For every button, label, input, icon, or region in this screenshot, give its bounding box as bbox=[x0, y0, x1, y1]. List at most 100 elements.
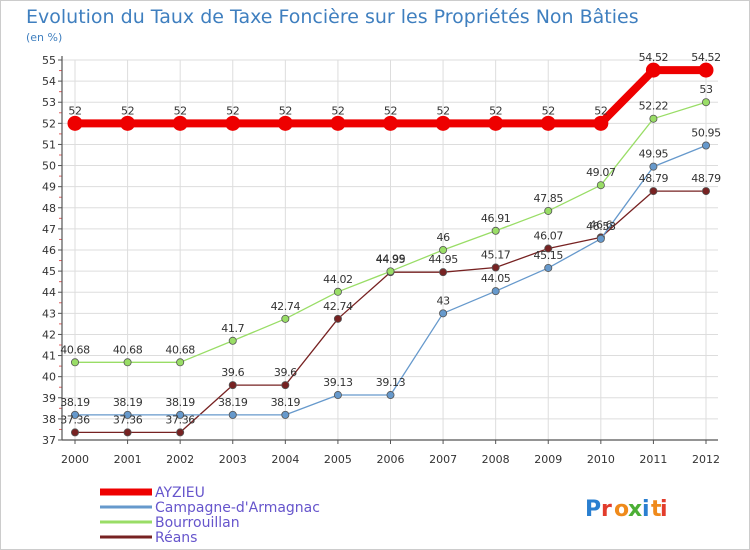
data-point bbox=[544, 206, 553, 215]
data-point bbox=[281, 381, 290, 390]
data-point bbox=[649, 162, 658, 171]
data-label: 42.74 bbox=[271, 300, 301, 313]
data-label: 52 bbox=[174, 104, 187, 117]
data-label: 54.52 bbox=[639, 51, 669, 64]
y-tick-label: 55 bbox=[42, 54, 56, 67]
data-label: 49.07 bbox=[586, 166, 616, 179]
data-label: 39.13 bbox=[323, 376, 353, 389]
y-tick-label: 53 bbox=[42, 96, 56, 109]
data-point bbox=[172, 115, 188, 131]
data-point bbox=[439, 309, 448, 318]
data-label: 52 bbox=[331, 104, 344, 117]
legend-label-2: Bourrouillan bbox=[155, 515, 240, 531]
data-point bbox=[330, 115, 346, 131]
data-label: 38.19 bbox=[113, 396, 143, 409]
x-tick-label: 2010 bbox=[587, 453, 615, 466]
data-point bbox=[228, 381, 237, 390]
data-label: 41.7 bbox=[221, 322, 244, 335]
y-tick-label: 52 bbox=[42, 117, 56, 130]
data-point bbox=[333, 391, 342, 400]
data-point bbox=[702, 98, 711, 107]
data-label: 52 bbox=[121, 104, 134, 117]
data-labels: 52 52 52 52 52 52 52 52 52 52 52 54.52 54.52 37.36 37.… bbox=[60, 51, 721, 426]
data-label: 46.91 bbox=[481, 212, 511, 225]
x-tick-label: 2009 bbox=[534, 453, 562, 466]
data-label: 45.15 bbox=[534, 249, 564, 262]
data-label: 49.95 bbox=[639, 148, 669, 161]
data-point bbox=[225, 115, 241, 131]
data-point bbox=[540, 115, 556, 131]
data-label: 37.36 bbox=[60, 413, 90, 426]
data-point bbox=[593, 115, 609, 131]
data-label: 52 bbox=[226, 104, 239, 117]
series bbox=[67, 62, 714, 437]
data-label: 44.95 bbox=[428, 253, 458, 266]
y-tick-label: 47 bbox=[42, 223, 56, 236]
data-label: 39.13 bbox=[376, 376, 406, 389]
data-point bbox=[491, 287, 500, 296]
data-point bbox=[71, 358, 80, 367]
data-point bbox=[176, 428, 185, 437]
data-label: 48.79 bbox=[639, 172, 669, 185]
x-tick-label: 2000 bbox=[61, 453, 89, 466]
data-label: 44.05 bbox=[481, 272, 511, 285]
data-label: 40.68 bbox=[165, 343, 195, 356]
data-point bbox=[491, 226, 500, 235]
x-tick-label: 2004 bbox=[271, 453, 299, 466]
data-label: 53 bbox=[699, 83, 713, 96]
data-label: 39.6 bbox=[221, 366, 244, 379]
data-point bbox=[67, 115, 83, 131]
data-label: 39.6 bbox=[274, 366, 297, 379]
data-label: 50.95 bbox=[691, 127, 721, 140]
data-label: 46.6 bbox=[589, 218, 612, 231]
data-point bbox=[333, 314, 342, 323]
data-label: 37.36 bbox=[113, 413, 143, 426]
legend-label-0: AYZIEU bbox=[155, 485, 205, 501]
data-label: 40.68 bbox=[60, 343, 90, 356]
logo-letter: r bbox=[601, 497, 612, 522]
data-point bbox=[698, 62, 714, 78]
data-point bbox=[596, 181, 605, 190]
data-label: 42.74 bbox=[323, 300, 353, 313]
data-point bbox=[71, 428, 80, 437]
data-point bbox=[596, 234, 605, 243]
legend: AYZIEUCampagne-d'ArmagnacBourrouillanRéa… bbox=[100, 485, 320, 546]
legend-label-3: Réans bbox=[155, 530, 197, 546]
chart-title: Evolution du Taux de Taxe Foncière sur l… bbox=[26, 6, 639, 28]
logo-letter: o bbox=[614, 497, 629, 522]
data-point bbox=[649, 187, 658, 196]
data-point bbox=[120, 115, 136, 131]
y-tick-label: 45 bbox=[42, 265, 56, 278]
data-label: 54.52 bbox=[691, 51, 721, 64]
data-point bbox=[176, 410, 185, 419]
data-point bbox=[333, 287, 342, 296]
data-label: 43 bbox=[436, 294, 450, 307]
y-tick-label: 44 bbox=[42, 286, 56, 299]
x-tick-label: 2005 bbox=[324, 453, 352, 466]
x-tick-label: 2002 bbox=[166, 453, 194, 466]
x-tick-label: 2011 bbox=[639, 453, 667, 466]
x-tick-label: 2001 bbox=[114, 453, 142, 466]
data-point bbox=[435, 115, 451, 131]
logo-letter: i bbox=[660, 497, 668, 522]
data-point bbox=[491, 263, 500, 272]
data-point bbox=[281, 314, 290, 323]
data-label: 38.19 bbox=[218, 396, 248, 409]
axes: 37 38 39 40 41 42 43 44 45 46 47 48 49 50 51 52 53 54 55 20… bbox=[42, 54, 720, 466]
data-label: 46 bbox=[436, 231, 450, 244]
data-point bbox=[386, 267, 395, 276]
y-tick-label: 41 bbox=[42, 350, 56, 363]
data-point bbox=[277, 115, 293, 131]
logo-letter: x bbox=[628, 497, 642, 522]
data-point bbox=[281, 410, 290, 419]
y-tick-label: 40 bbox=[42, 371, 56, 384]
data-label: 52 bbox=[384, 104, 397, 117]
data-point bbox=[71, 410, 80, 419]
data-point bbox=[439, 268, 448, 277]
y-tick-label: 49 bbox=[42, 181, 56, 194]
y-tick-label: 51 bbox=[42, 138, 56, 151]
data-point bbox=[488, 115, 504, 131]
y-tick-label: 38 bbox=[42, 413, 56, 426]
